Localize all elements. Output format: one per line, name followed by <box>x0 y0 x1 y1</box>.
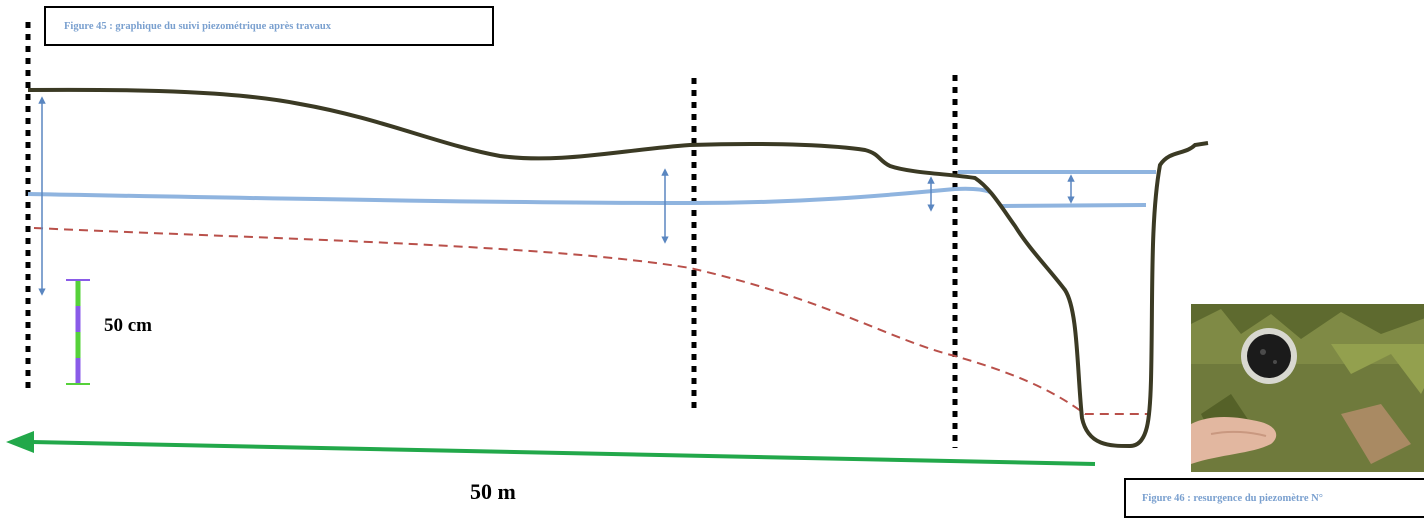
piezometer-resurgence-photo <box>1191 304 1424 472</box>
horizontal-scale-label: 50 m <box>470 479 516 504</box>
figure-45-caption-text: Figure 45 : graphique du suivi piezométr… <box>64 20 331 32</box>
water-table-line <box>27 186 991 206</box>
distance-arrow <box>6 431 1096 466</box>
vertical-scale-bar <box>66 279 90 385</box>
figure-45-caption: Figure 45 : graphique du suivi piezométr… <box>44 6 494 46</box>
previous-water-table-line <box>33 227 1150 415</box>
ditch-water-level-lower <box>1001 203 1147 208</box>
vertical-scale-label: 50 cm <box>104 315 153 336</box>
figure-46-caption: Figure 46 : resurgence du piezomètre N° <box>1124 478 1424 518</box>
ground-profile-line <box>27 87 1209 449</box>
figure-46-caption-text: Figure 46 : resurgence du piezomètre N° <box>1142 492 1323 504</box>
